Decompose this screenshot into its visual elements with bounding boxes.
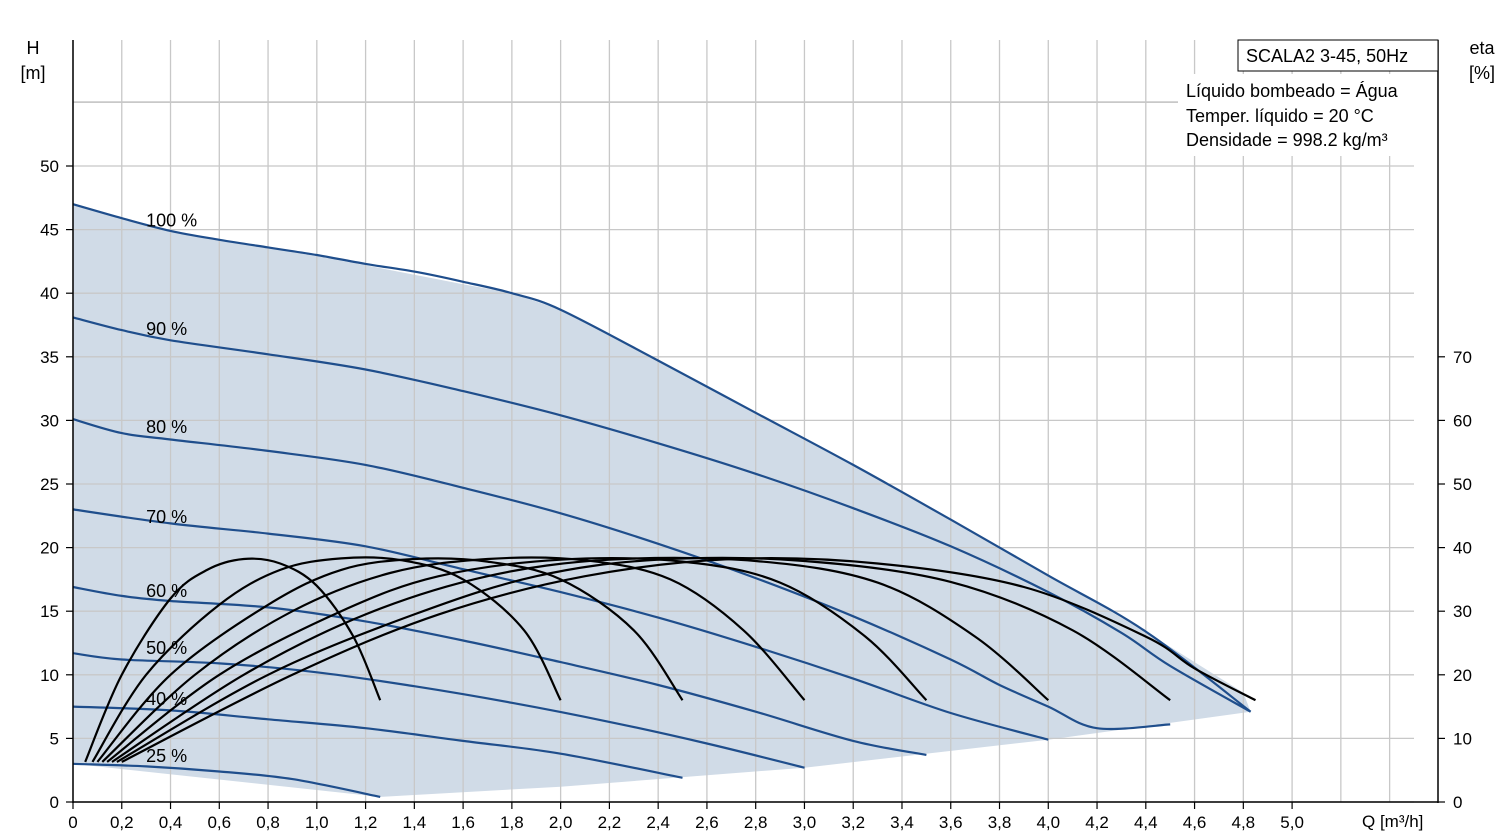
x-tick-label: 0,6 [207,813,231,832]
y-right-tick-label: 40 [1453,539,1472,558]
info-line-density: Densidade = 998.2 kg/m³ [1186,130,1388,150]
head-curve-80 [72,418,1171,731]
info-background [1178,74,1430,156]
y-right-label-line2: [%] [1469,63,1495,83]
y-left-tick-label: 30 [40,411,59,430]
y-right-tick-label: 70 [1453,348,1472,367]
head-curves-layer [72,203,1252,798]
series-label-100: 100 % [146,211,197,231]
x-tick-label: 2,2 [598,813,622,832]
y-left-tick-label: 10 [40,666,59,685]
y-right-tick-label: 20 [1453,666,1472,685]
head-curve-25 [72,762,381,798]
x-tick-label: 1,4 [403,813,427,832]
series-label-50: 50 % [146,638,187,658]
x-tick-label: 1,8 [500,813,524,832]
x-tick-label: 3,0 [793,813,817,832]
x-tick-label: 2,6 [695,813,719,832]
x-tick-label: 4,4 [1134,813,1158,832]
y-right-tick-label: 0 [1453,793,1462,812]
y-left-tick-label: 0 [50,793,59,812]
info-line-liquid: Líquido bombeado = Água [1186,81,1399,101]
operating-area-layer [73,204,1251,797]
y-right-tick-label: 60 [1453,411,1472,430]
series-label-70: 70 % [146,507,187,527]
x-tick-label: 1,6 [451,813,475,832]
x-tick-label: 0,4 [159,813,183,832]
x-tick-label: 3,8 [988,813,1012,832]
info-line-temperature: Temper. líquido = 20 °C [1186,106,1374,126]
series-label-60: 60 % [146,581,187,601]
efficiency-curve-7 [116,556,1171,763]
head-curve-50 [72,652,805,769]
axes-layer: 0 0,2 0,4 0,6 0,8 1,0 1,2 1,4 1,6 1,8 2,0 2,2 2,4 2,6… [40,40,1472,832]
y-left-tick-label: 35 [40,348,59,367]
y-right-tick-label: 10 [1453,729,1472,748]
series-label-80: 80 % [146,417,187,437]
efficiency-curve-5 [106,557,928,763]
operating-area [73,204,1251,797]
x-tick-label: 4,2 [1085,813,1109,832]
x-tick-label: 1,2 [354,813,378,832]
y-left-tick-label: 40 [40,284,59,303]
y-right-tick-label: 30 [1453,602,1472,621]
head-curve-60 [72,585,927,756]
series-labels-layer: 100 % 90 % 80 % 70 % 60 % 50 % 40 % 25 % [146,211,197,767]
y-right-tick-label: 50 [1453,475,1472,494]
series-label-40: 40 % [146,689,187,709]
x-axis-label: Q [m³/h] [1362,812,1423,831]
x-tick-label: 0,2 [110,813,134,832]
y-left-tick-label: 45 [40,221,59,240]
x-tick-label: 2,0 [549,813,573,832]
efficiency-curves-layer [84,556,1257,763]
x-tick-label: 2,8 [744,813,768,832]
x-tick-label: 3,6 [939,813,963,832]
x-tick-label: 2,4 [646,813,670,832]
series-label-25: 25 % [146,746,187,766]
series-label-90: 90 % [146,319,187,339]
x-tick-label: 0 [68,813,77,832]
y-left-tick-label: 50 [40,157,59,176]
efficiency-curve-2 [91,556,562,763]
y-left-tick-label: 15 [40,602,59,621]
y-right-label-line1: eta [1469,38,1495,58]
x-tick-label: 1,0 [305,813,329,832]
efficiency-curve-3 [96,557,684,763]
y-left-tick-label: 25 [40,475,59,494]
x-tick-label: 3,2 [841,813,865,832]
x-tick-label: 0,8 [256,813,280,832]
head-curve-90 [72,316,1252,713]
efficiency-curve-4 [101,556,806,763]
head-curve-70 [72,508,1049,741]
x-tick-label: 4,8 [1232,813,1256,832]
y-left-tick-label: 5 [50,729,59,748]
y-left-label-line2: [m] [21,63,46,83]
efficiency-curve-1 [84,557,382,763]
x-tick-label: 4,0 [1036,813,1060,832]
efficiency-curve-6 [111,556,1050,763]
chart-title: SCALA2 3-45, 50Hz [1246,46,1408,66]
y-left-tick-label: 20 [40,539,59,558]
x-tick-label: 4,6 [1183,813,1207,832]
x-tick-label: 3,4 [890,813,914,832]
head-curve-100 [72,203,1252,713]
title-box [1237,39,1439,72]
x-tick-label: 5,0 [1280,813,1304,832]
y-left-label-line1: H [27,38,40,58]
efficiency-curve-8 [121,557,1257,763]
